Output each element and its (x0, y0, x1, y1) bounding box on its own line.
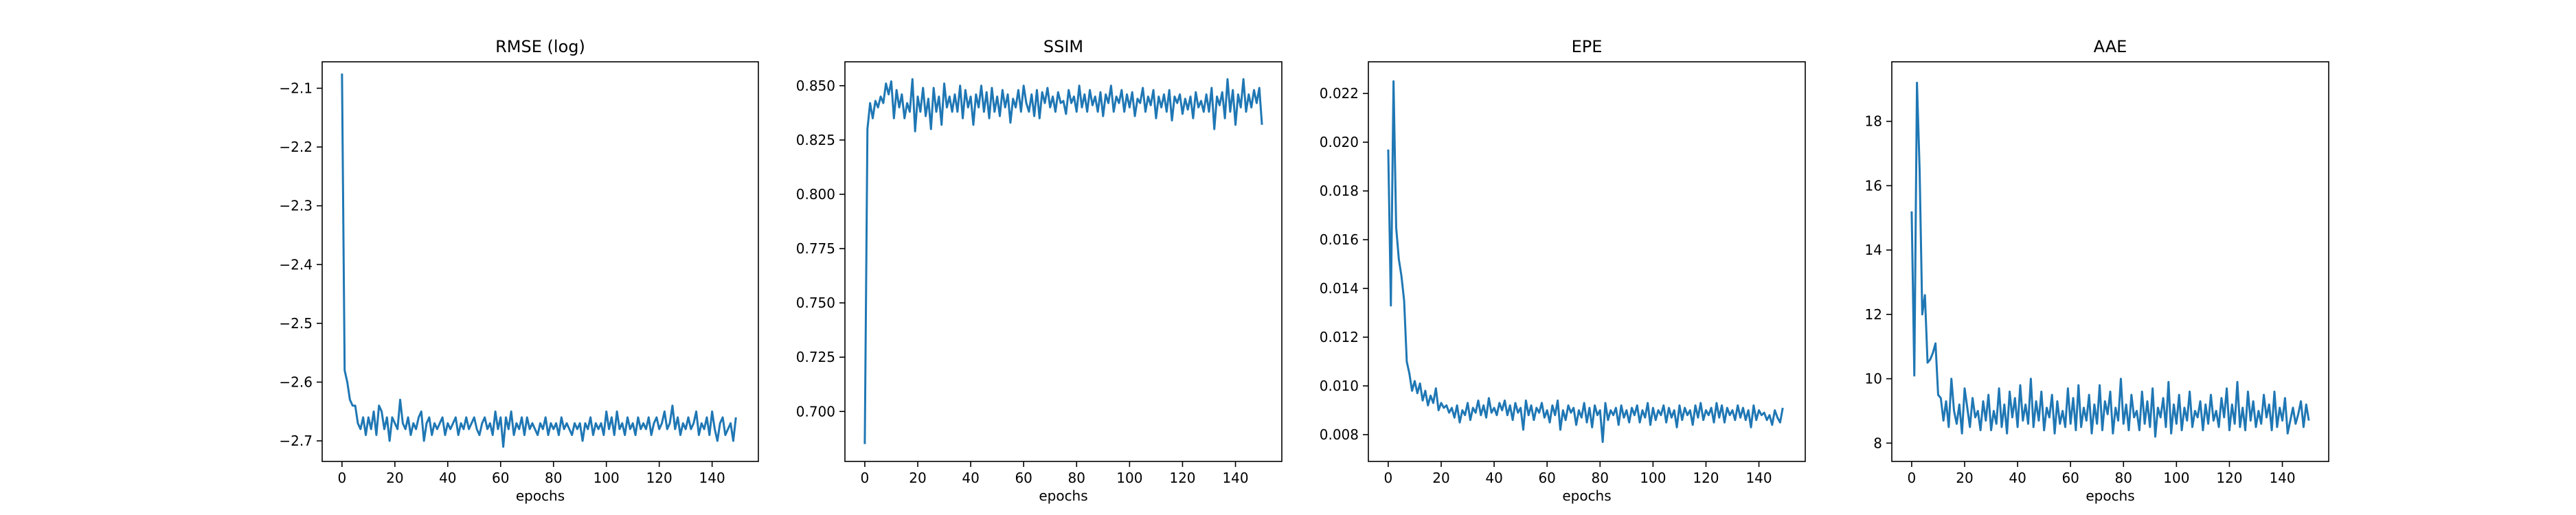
x-axis-label: epochs (1039, 488, 1087, 504)
y-tick-label: −2.4 (279, 256, 313, 273)
y-tick-label: 0.014 (1320, 280, 1359, 297)
y-tick-label: 0.016 (1320, 231, 1359, 248)
x-axis-label: epochs (1562, 488, 1611, 504)
x-tick-label: 40 (962, 470, 979, 486)
x-tick-label: 20 (909, 470, 926, 486)
x-tick-label: 140 (2269, 470, 2295, 486)
x-tick-label: 0 (1384, 470, 1393, 486)
axes-frame (1368, 61, 1806, 462)
x-tick-label: 20 (1432, 470, 1449, 486)
y-tick-label: −2.5 (279, 315, 313, 332)
x-tick-label: 60 (1015, 470, 1032, 486)
x-tick-label: 20 (1956, 470, 1973, 486)
x-tick-label: 0 (337, 470, 346, 486)
x-axis-label: epochs (516, 488, 565, 504)
y-tick-label: 0.700 (796, 403, 835, 420)
x-tick-label: 0 (1908, 470, 1917, 486)
x-tick-label: 120 (1693, 470, 1719, 486)
series-line (1910, 81, 2310, 438)
series-line (341, 73, 737, 448)
x-tick-label: 140 (699, 470, 725, 486)
series-line (1387, 80, 1784, 444)
x-tick-label: 60 (2061, 470, 2079, 486)
x-tick-label: 140 (1222, 470, 1248, 486)
y-tick-label: 0.012 (1320, 329, 1359, 345)
x-tick-label: 100 (1116, 470, 1142, 486)
y-tick-label: −2.3 (279, 198, 313, 214)
y-tick-label: 0.850 (796, 78, 835, 94)
y-tick-label: 0.008 (1320, 426, 1359, 443)
chart-title: EPE (1572, 37, 1603, 56)
x-tick-label: 80 (545, 470, 562, 486)
x-axis-label: epochs (2086, 488, 2134, 504)
y-tick-label: 12 (1865, 306, 1882, 323)
y-tick-label: 0.010 (1320, 378, 1359, 394)
chart-panel: RMSE (log) 0 20 40 60 80 100 120 140 −2.7 −2.6 −2.5… (279, 37, 759, 504)
x-tick-label: 80 (1592, 470, 1609, 486)
x-tick-label: 100 (2163, 470, 2189, 486)
x-tick-label: 100 (1640, 470, 1666, 486)
y-tick-label: −2.6 (279, 374, 313, 390)
x-tick-label: 120 (2216, 470, 2242, 486)
x-tick-label: 100 (594, 470, 620, 486)
x-tick-label: 40 (439, 470, 456, 486)
y-tick-label: 0.020 (1320, 134, 1359, 150)
chart-panel: AAE 0 20 40 60 80 100 120 140 8 10 12 14 16 18 epochs (1865, 37, 2329, 504)
y-tick-label: −2.2 (279, 139, 313, 155)
x-tick-label: 120 (1169, 470, 1195, 486)
y-tick-label: 0.750 (796, 295, 835, 311)
chart-title: SSIM (1043, 37, 1083, 56)
chart-title: AAE (2094, 37, 2127, 56)
y-tick-label: 14 (1865, 242, 1882, 258)
y-tick-label: 18 (1865, 113, 1882, 130)
chart-panel: SSIM 0 20 40 60 80 100 120 140 0.700 0.725 0.750 0.7… (796, 37, 1283, 504)
x-tick-label: 60 (492, 470, 509, 486)
chart-title: RMSE (log) (495, 37, 585, 56)
series-line (863, 78, 1263, 444)
chart-panel: EPE 0 20 40 60 80 100 120 140 0.008 0.010 0.012 0.01… (1320, 37, 1806, 504)
y-tick-label: 0.022 (1320, 85, 1359, 102)
y-tick-label: 10 (1865, 371, 1882, 387)
y-tick-label: 0.775 (796, 240, 835, 257)
axes-frame (321, 61, 759, 462)
x-tick-label: 80 (2115, 470, 2132, 486)
x-tick-label: 140 (1745, 470, 1772, 486)
axes-frame (844, 61, 1283, 462)
x-tick-label: 40 (1485, 470, 1502, 486)
y-tick-label: 16 (1865, 177, 1882, 194)
x-tick-label: 20 (386, 470, 403, 486)
x-tick-label: 80 (1068, 470, 1085, 486)
x-tick-label: 40 (2009, 470, 2026, 486)
y-tick-label: −2.1 (279, 80, 313, 97)
x-tick-label: 0 (861, 470, 870, 486)
x-tick-label: 60 (1538, 470, 1555, 486)
y-tick-label: 0.018 (1320, 183, 1359, 199)
axes-frame (1891, 61, 2329, 462)
y-tick-label: 8 (1873, 435, 1882, 451)
y-tick-label: 0.725 (796, 349, 835, 365)
y-tick-label: 0.800 (796, 186, 835, 203)
y-tick-label: 0.825 (796, 132, 835, 148)
y-tick-label: −2.7 (279, 433, 313, 449)
x-tick-label: 120 (646, 470, 673, 486)
